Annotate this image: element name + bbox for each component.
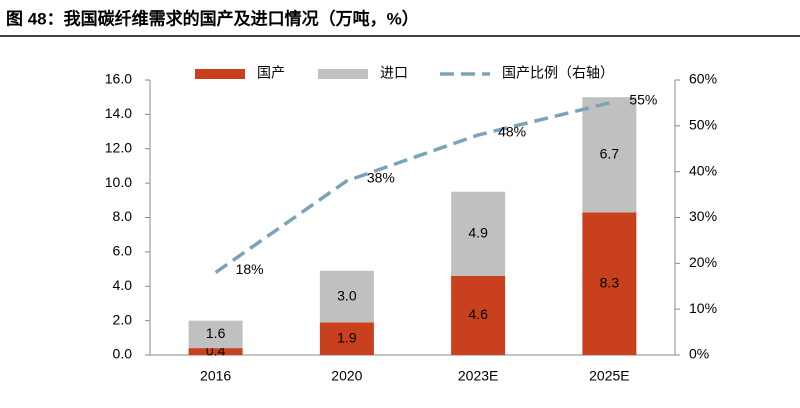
y-tick-label: 2.0	[113, 311, 133, 327]
bar-segment	[188, 320, 243, 349]
line-label: 18%	[236, 261, 264, 277]
bar-segment	[582, 97, 637, 213]
y-tick-label: 16.0	[105, 71, 132, 87]
bar-segment	[319, 322, 374, 355]
y2-tick-label: 10%	[689, 300, 717, 316]
legend-swatch	[318, 69, 368, 79]
line-label: 48%	[498, 124, 526, 140]
legend-swatch	[195, 69, 245, 79]
bar-label: 1.6	[206, 325, 226, 341]
y-tick-label: 4.0	[113, 277, 133, 293]
y-tick-label: 6.0	[113, 243, 133, 259]
bar-label: 6.7	[600, 145, 620, 161]
bar-segment	[319, 270, 374, 323]
bar-label: 8.3	[600, 274, 620, 290]
bar-label: 4.6	[468, 306, 488, 322]
y2-tick-label: 60%	[689, 71, 717, 87]
y-tick-label: 12.0	[105, 139, 132, 155]
y-tick-label: 0.0	[113, 346, 133, 362]
y2-tick-label: 50%	[689, 117, 717, 133]
legend-label: 进口	[380, 65, 408, 81]
x-tick-label: 2016	[200, 368, 231, 384]
y2-tick-label: 0%	[689, 346, 709, 362]
bar-label: 4.9	[468, 225, 488, 241]
y2-tick-label: 20%	[689, 254, 717, 270]
y-tick-label: 10.0	[105, 174, 132, 190]
legend-label: 国产比例（右轴）	[502, 65, 614, 81]
legend-label: 国产	[257, 65, 285, 81]
ratio-line	[214, 101, 610, 274]
x-tick-label: 2023E	[458, 368, 498, 384]
y-tick-label: 14.0	[105, 105, 132, 121]
bar-segment	[451, 275, 506, 355]
bar-segment	[582, 212, 637, 355]
y-tick-label: 8.0	[113, 208, 133, 224]
line-label: 55%	[629, 92, 657, 108]
y2-tick-label: 40%	[689, 162, 717, 178]
chart-title: 图 48：我国碳纤维需求的国产及进口情况（万吨，%）	[6, 8, 419, 28]
x-tick-label: 2025E	[589, 368, 629, 384]
y2-tick-label: 30%	[689, 208, 717, 224]
bar-segment	[451, 191, 506, 276]
x-tick-label: 2020	[331, 368, 362, 384]
bar-segment	[188, 348, 243, 355]
bar-label: 3.0	[337, 287, 357, 303]
line-label: 38%	[367, 170, 395, 186]
bar-label: 1.9	[337, 329, 357, 345]
